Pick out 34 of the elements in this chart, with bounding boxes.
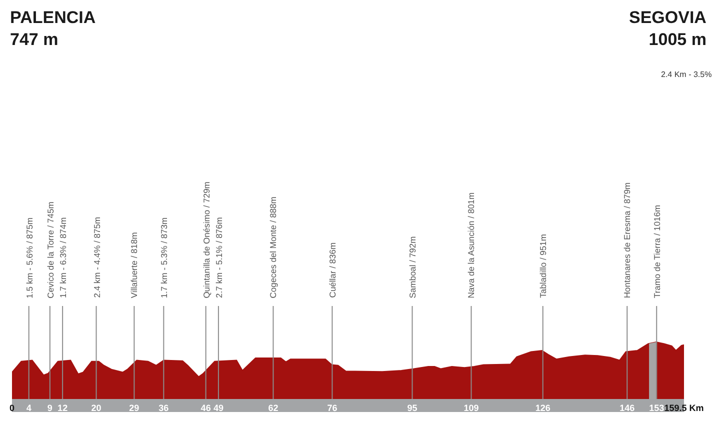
ref-line-label: Villafuerte / 818m bbox=[129, 232, 140, 298]
x-tick-label: 109 bbox=[464, 402, 479, 413]
ref-line-label: 1.7 km - 6.3% / 874m bbox=[58, 217, 68, 298]
x-tick-label: 29 bbox=[129, 402, 140, 413]
ref-line-label: 1.5 km - 5.6% / 875m bbox=[24, 218, 34, 298]
ref-line-label: Cogeces del Monte / 888m bbox=[268, 196, 278, 298]
text: PALENCIA 747 m bbox=[10, 8, 96, 50]
x-tick-label: 0 bbox=[9, 402, 15, 413]
x-tick-label: 12 bbox=[58, 402, 68, 413]
x-tick-label: 62 bbox=[268, 402, 278, 413]
x-tick-label: 4 bbox=[26, 402, 32, 413]
ref-line-label: Tabladillo / 951m bbox=[538, 234, 548, 298]
x-tick-label: 146 bbox=[620, 402, 635, 413]
x-tick-label: 20 bbox=[91, 402, 102, 413]
x-tick-label: 153 bbox=[649, 402, 664, 413]
x-tick-label: 126 bbox=[535, 402, 550, 413]
x-tick-label: 9 bbox=[47, 402, 52, 413]
ref-line-label: Samboal / 792m bbox=[407, 236, 418, 298]
text: SEGOVIA 1005 m bbox=[629, 8, 706, 50]
ref-line-label: Tramo de Tierra / 1016m bbox=[652, 204, 662, 298]
ref-line-label: 2.4 km - 4.4% / 875m bbox=[92, 216, 102, 298]
text: 2.4 Km - 3.5% bbox=[661, 70, 712, 79]
ref-line-label: 1.7 km - 5.3% / 873m bbox=[159, 217, 170, 298]
ref-line-label: Cuéllar / 836m bbox=[328, 242, 338, 298]
ref-line-label: Cevico de la Torre / 745m bbox=[45, 202, 56, 298]
x-tick-label: 76 bbox=[327, 402, 338, 413]
ref-line-label: Nava de la Asunción / 801m bbox=[466, 192, 476, 298]
ref-line-label: Hontanares de Eresma / 879m bbox=[622, 182, 632, 298]
x-tick-label: 95 bbox=[407, 402, 418, 413]
x-tick-label: 46 bbox=[200, 402, 211, 413]
x-tick-label: 49 bbox=[213, 402, 224, 413]
ref-line-label: 2.7 km - 5.1% / 876m bbox=[214, 217, 224, 298]
ref-line-label: Quintanilla de Onésimo / 729m bbox=[201, 182, 212, 298]
x-tick-label: 36 bbox=[158, 402, 169, 413]
